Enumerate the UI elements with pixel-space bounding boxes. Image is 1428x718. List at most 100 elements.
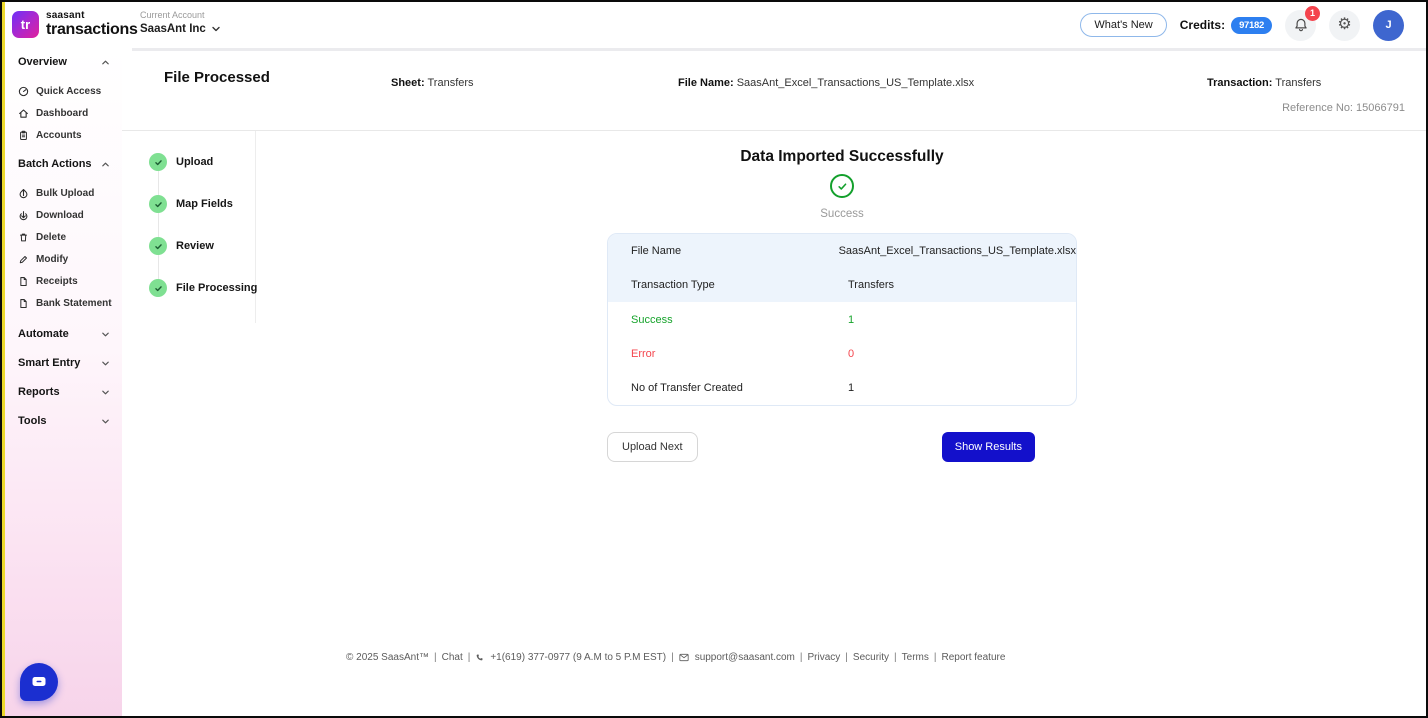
accounts-icon <box>18 130 29 141</box>
download-icon <box>18 210 29 221</box>
chevron-down-icon <box>101 417 110 426</box>
bank-statement-icon <box>18 298 29 309</box>
chat-widget-button[interactable] <box>20 663 58 701</box>
credits-label: Credits: <box>1179 18 1226 32</box>
sidebar: Overview Quick Access Dashboard Accounts… <box>5 48 122 716</box>
footer: © 2025 SaasAnt™ | Chat | +1(619) 377-097… <box>346 652 1006 663</box>
show-results-button[interactable]: Show Results <box>941 432 1035 462</box>
summary-row-transfers-created: No of Transfer Created 1 <box>631 381 855 394</box>
modify-icon <box>18 254 29 265</box>
brand-product: transactions <box>46 21 138 38</box>
step-complete-check-icon <box>149 279 167 297</box>
settings-button[interactable]: ⚙ <box>1329 9 1360 41</box>
sidebar-item-download[interactable]: Download <box>5 204 122 226</box>
email-icon <box>679 653 689 662</box>
footer-terms-link[interactable]: Terms <box>901 652 929 663</box>
result-title: Data Imported Successfully <box>740 148 944 165</box>
topbar: tr saasant transactions Current Account … <box>5 2 1426 48</box>
summary-row-transaction-type: Transaction Type Transfers <box>608 268 1076 303</box>
footer-chat-link[interactable]: Chat <box>441 652 463 663</box>
sidebar-section-smart-entry[interactable]: Smart Entry <box>5 353 122 373</box>
summary-row-error: Error 0 <box>631 347 855 360</box>
step-complete-check-icon <box>149 195 167 213</box>
sidebar-section-automate[interactable]: Automate <box>5 324 122 344</box>
footer-email-link[interactable]: support@saasant.com <box>694 652 795 663</box>
reference-number: Reference No: 15066791 <box>1282 102 1405 114</box>
gear-icon: ⚙ <box>1337 16 1352 33</box>
header-divider <box>122 130 1426 131</box>
brand-name: saasant <box>46 10 85 21</box>
sidebar-item-quick-access[interactable]: Quick Access <box>5 80 122 102</box>
sidebar-item-dashboard[interactable]: Dashboard <box>5 102 122 124</box>
chevron-down-icon <box>101 359 110 368</box>
account-switcher[interactable]: Current Account SaasAnt Inc <box>140 10 221 35</box>
transaction-value: Transfers <box>1275 77 1322 89</box>
sidebar-item-receipts[interactable]: Receipts <box>5 270 122 292</box>
sidebar-item-bank-statement[interactable]: Bank Statement <box>5 292 122 314</box>
dashboard-icon <box>18 108 29 119</box>
summary-row-file-name: File Name SaasAnt_Excel_Transactions_US_… <box>608 234 1076 269</box>
credits-value-badge: 97182 <box>1231 16 1272 34</box>
step-complete-check-icon <box>149 153 167 171</box>
copyright-text: © 2025 SaasAnt™ <box>346 652 429 663</box>
file-name-value: SaasAnt_Excel_Transactions_US_Template.x… <box>736 77 975 89</box>
step-map-fields: Map Fields <box>149 194 257 214</box>
sidebar-section-reports[interactable]: Reports <box>5 382 122 402</box>
steps-divider <box>255 131 256 323</box>
sidebar-item-delete[interactable]: Delete <box>5 226 122 248</box>
footer-phone-text: +1(619) 377-0977 (9 A.M to 5 P.M EST) <box>490 652 667 663</box>
quick-access-icon <box>18 86 29 97</box>
sidebar-item-accounts[interactable]: Accounts <box>5 124 122 146</box>
whats-new-button[interactable]: What's New <box>1080 13 1167 37</box>
receipts-icon <box>18 276 29 287</box>
footer-privacy-link[interactable]: Privacy <box>807 652 841 663</box>
notification-count-badge: 1 <box>1305 5 1320 21</box>
topbar-divider <box>132 48 1426 51</box>
chevron-up-icon <box>101 58 110 67</box>
sidebar-item-bulk-upload[interactable]: Bulk Upload <box>5 182 122 204</box>
steps-connector-line <box>157 162 159 290</box>
main-content: File Processed Sheet: Transfers File Nam… <box>122 48 1426 716</box>
footer-report-feature-link[interactable]: Report feature <box>941 652 1006 663</box>
phone-icon <box>475 653 484 662</box>
success-check-icon <box>830 174 854 198</box>
summary-row-success: Success 1 <box>631 313 855 326</box>
wizard-steps: Upload Map Fields Review File Processing <box>149 152 257 320</box>
app-logo[interactable]: tr saasant transactions <box>12 11 138 38</box>
sidebar-item-modify[interactable]: Modify <box>5 248 122 270</box>
chat-icon <box>31 675 47 689</box>
result-panel: Data Imported Successfully Success File … <box>607 148 1077 462</box>
credits-display: Credits: 97182 <box>1179 16 1272 34</box>
footer-security-link[interactable]: Security <box>852 652 890 663</box>
notifications-button[interactable]: 1 <box>1285 5 1320 41</box>
brand-text: saasant transactions <box>46 11 138 38</box>
step-review: Review <box>149 236 257 256</box>
bell-icon <box>1293 17 1309 33</box>
file-name-label: File Name: <box>678 77 734 89</box>
upload-next-button[interactable]: Upload Next <box>607 432 698 462</box>
logo-badge-icon: tr <box>12 11 39 38</box>
sidebar-section-batch-actions[interactable]: Batch Actions <box>5 154 122 174</box>
account-switcher-label: Current Account <box>140 10 205 20</box>
header-transaction: Transaction: Transfers <box>1207 77 1321 89</box>
sidebar-section-overview[interactable]: Overview <box>5 52 122 72</box>
status-text: Success <box>820 208 864 220</box>
page-title: File Processed <box>164 69 270 86</box>
left-edge-highlight <box>2 2 5 716</box>
transaction-label: Transaction: <box>1207 77 1273 89</box>
chevron-down-icon <box>211 24 221 34</box>
chevron-up-icon <box>101 160 110 169</box>
sheet-value: Transfers <box>427 77 474 89</box>
header-file-name: File Name: SaasAnt_Excel_Transactions_US… <box>678 77 974 89</box>
header-sheet: Sheet: Transfers <box>391 77 474 89</box>
sheet-label: Sheet: <box>391 77 425 89</box>
bulk-upload-icon <box>18 188 29 199</box>
step-file-processing: File Processing <box>149 278 257 298</box>
chevron-down-icon <box>101 330 110 339</box>
sidebar-section-tools[interactable]: Tools <box>5 411 122 431</box>
chevron-down-icon <box>101 388 110 397</box>
import-summary-table: File Name SaasAnt_Excel_Transactions_US_… <box>607 233 1077 406</box>
user-avatar[interactable]: J <box>1373 9 1404 41</box>
account-name: SaasAnt Inc <box>140 23 206 35</box>
